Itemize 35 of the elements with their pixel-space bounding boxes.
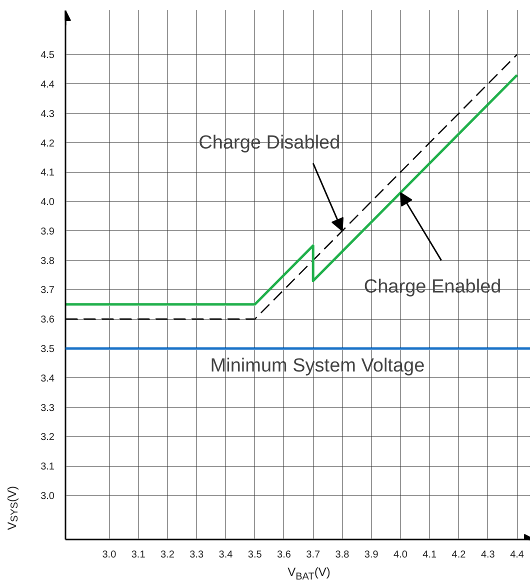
y-tick-label: 4.2 <box>40 138 55 150</box>
y-tick-label: 4.1 <box>40 168 55 179</box>
x-tick-label: 4.0 <box>394 550 408 560</box>
x-tick-label: 3.3 <box>190 550 204 560</box>
x-tick-label: 3.0 <box>102 550 117 560</box>
y-tick-label: 4.3 <box>40 108 55 120</box>
x-axis-title: V$_{BAT}$(V) <box>288 565 330 584</box>
x-tick-label: 3.4 <box>218 550 234 560</box>
x-tick-label: 3.6 <box>277 550 292 560</box>
y-tick-label: 3.9 <box>40 226 55 238</box>
y-tick-label: 3.8 <box>40 256 55 267</box>
x-tick-label: 3.9 <box>364 550 379 560</box>
y-tick-label: 3.7 <box>40 285 55 296</box>
x-tick-label: 3.8 <box>335 550 350 560</box>
y-tick-label: 4.5 <box>40 50 55 62</box>
annotation: Charge Enabled <box>364 276 502 298</box>
y-tick-label: 3.1 <box>40 462 55 473</box>
x-tick-label: 4.1 <box>422 550 438 560</box>
x-tick-label: 3.2 <box>160 550 175 560</box>
x-tick-label: 3.7 <box>306 550 320 560</box>
y-tick-label: 3.0 <box>40 490 55 502</box>
y-tick-label: 4.0 <box>40 197 55 208</box>
y-tick-label: 3.2 <box>40 432 55 444</box>
x-tick-label: 3.5 <box>248 550 262 560</box>
x-tick-label: 3.1 <box>131 550 146 560</box>
annotation: Charge Disabled <box>198 132 340 154</box>
y-tick-label: 4.4 <box>40 79 55 90</box>
y-tick-label: 3.4 <box>40 373 55 384</box>
x-tick-label: 4.2 <box>452 550 466 560</box>
x-tick-label: 4.4 <box>510 550 524 560</box>
y-tick-label: 3.6 <box>40 314 55 326</box>
x-tick-label: 4.3 <box>480 550 496 560</box>
ref-line-label: Minimum System Voltage <box>210 356 425 377</box>
y-tick-label: 3.3 <box>40 402 55 414</box>
y-tick-label: 3.5 <box>40 344 55 355</box>
